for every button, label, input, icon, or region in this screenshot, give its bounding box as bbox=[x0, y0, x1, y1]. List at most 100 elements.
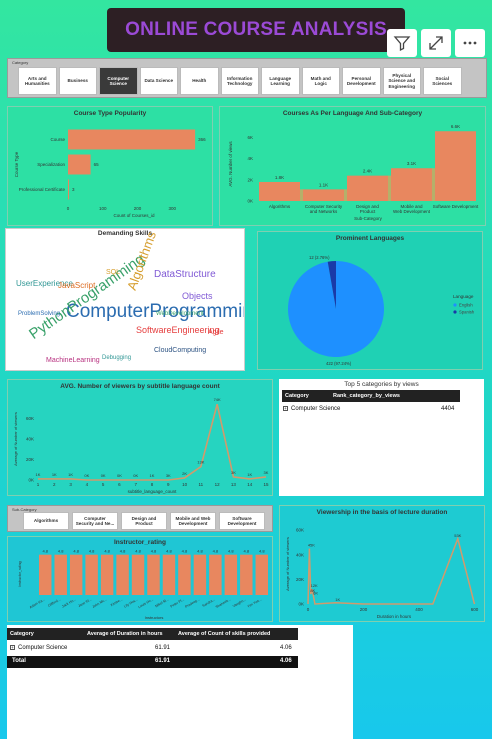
filter-button[interactable] bbox=[387, 29, 417, 57]
axis-label: Sub-Category bbox=[354, 216, 383, 221]
tick-label: Louis Ho... bbox=[138, 597, 155, 609]
category-tile[interactable]: Language Learning bbox=[261, 67, 300, 95]
bar bbox=[391, 168, 432, 201]
bar bbox=[255, 554, 268, 595]
tick-label: 12 bbox=[215, 482, 221, 487]
tick-label: 600 bbox=[471, 607, 479, 612]
tick-label: 3 bbox=[69, 482, 72, 487]
demanding-skills-wordcloud: Demanding Skills ComputerProgramming Pyth… bbox=[5, 228, 245, 371]
tick-label: 0 bbox=[307, 607, 310, 612]
filter-icon bbox=[393, 36, 411, 52]
subcategory-tile[interactable]: Design and Product bbox=[121, 512, 167, 530]
column-header[interactable]: Category bbox=[10, 631, 34, 637]
category-tile[interactable]: Business bbox=[58, 67, 97, 95]
tick-label: 300 bbox=[168, 206, 176, 211]
tick-label: 4K bbox=[247, 156, 253, 161]
table-header: Category Average of Duration in hours Av… bbox=[7, 628, 298, 640]
column-header[interactable]: Average of Duration in hours bbox=[87, 631, 163, 637]
tick-label: Software Development bbox=[433, 204, 479, 209]
bar bbox=[435, 131, 476, 201]
chart-title: AVG. Number of viewers by subtitle langu… bbox=[60, 383, 220, 390]
row-skills: 4.06 bbox=[280, 645, 292, 651]
category-tile[interactable]: Computer Science bbox=[99, 67, 138, 95]
tick-label: 6 bbox=[118, 482, 121, 487]
tick-label: Product bbox=[360, 209, 376, 214]
data-label: 4.8 bbox=[135, 549, 141, 554]
category-tile[interactable]: Health bbox=[180, 67, 219, 95]
bar bbox=[69, 554, 83, 595]
tick-label: 11 bbox=[199, 482, 204, 487]
subtitle-line-svg: 0K20K40K60K11K21K31K40K50K60K70K81K93K10… bbox=[13, 397, 269, 494]
tick-label: 5 bbox=[102, 482, 105, 487]
category-tile[interactable]: Math and Logic bbox=[301, 67, 340, 95]
series-line bbox=[307, 536, 476, 605]
word-cloud-term: CloudComputing bbox=[154, 347, 207, 354]
tick-label: John Mc... bbox=[92, 597, 108, 609]
tick-label: Jane W... bbox=[77, 597, 92, 608]
data-label: 12K bbox=[311, 583, 318, 588]
category-tile[interactable]: Physical Science and Engineering bbox=[382, 67, 421, 95]
focus-mode-button[interactable] bbox=[421, 29, 451, 57]
chart-title: Course Type Popularity bbox=[73, 110, 147, 117]
data-label: 3K bbox=[166, 473, 171, 478]
legend-marker bbox=[453, 303, 457, 307]
language-subcategory-svg: 0K 2K 4K 6K 1.8K Algorithms 1.1K Computer Secur… bbox=[228, 124, 479, 221]
subcategory-tile[interactable]: Algorithms bbox=[23, 512, 69, 530]
data-label: 74K bbox=[214, 397, 221, 402]
bar bbox=[68, 179, 70, 200]
expand-icon[interactable]: + bbox=[10, 645, 15, 650]
category-tile[interactable]: Arts and Humanities bbox=[18, 67, 57, 95]
legend-marker bbox=[453, 310, 457, 314]
category-slicer: Category Arts and Humanities Business Comp… bbox=[7, 58, 487, 98]
tick-label: Clifford... bbox=[47, 597, 61, 607]
column-header[interactable]: Category bbox=[285, 393, 309, 399]
column-header[interactable]: Average of Count of skills provided bbox=[178, 631, 271, 637]
viewership-duration-chart: Viewership in the basis of lecture durat… bbox=[279, 505, 485, 622]
row-category: Computer Science bbox=[291, 406, 341, 413]
category-tile[interactable]: Personal Development bbox=[342, 67, 381, 95]
data-label: 4.8 bbox=[42, 549, 48, 554]
expand-icon[interactable]: + bbox=[283, 406, 288, 411]
data-label: 3K bbox=[231, 470, 236, 475]
tick-label: Pradeep... bbox=[184, 597, 200, 609]
course-type-chart: Course Type Popularity Course 366 Speciali… bbox=[7, 106, 213, 226]
data-label: 4.8 bbox=[197, 549, 203, 554]
subcategory-tile[interactable]: Computer Security and Ne... bbox=[72, 512, 118, 530]
tick-label: 13 bbox=[231, 482, 237, 487]
axis-label: subtitle_language_count bbox=[128, 489, 178, 494]
word-cloud-term: JavaScript bbox=[58, 281, 96, 290]
data-label: 1.8K bbox=[275, 175, 284, 180]
word-cloud-term: UserExperience bbox=[16, 279, 73, 288]
data-label: 4.8 bbox=[120, 549, 126, 554]
data-label: 1K bbox=[335, 597, 340, 602]
data-label: 0K bbox=[133, 473, 138, 478]
tick-label: 2 bbox=[53, 482, 56, 487]
data-label: 2.4K bbox=[363, 169, 372, 174]
word-cloud-term: Agile bbox=[208, 329, 224, 336]
bar bbox=[100, 554, 114, 595]
legend-label: Spanish bbox=[459, 310, 475, 315]
tick-label: Mikel M... bbox=[154, 597, 169, 608]
tick-label: 60K bbox=[296, 528, 304, 533]
chart-title: Prominent Languages bbox=[335, 235, 405, 242]
subcategory-tile[interactable]: Mobile and Web Development bbox=[170, 512, 216, 530]
tick-label: 20K bbox=[296, 577, 304, 582]
bar bbox=[193, 554, 207, 595]
tick-label: 9 bbox=[167, 482, 170, 487]
category-tile[interactable]: Information Technology bbox=[220, 67, 259, 95]
tick-label: Vaughn... bbox=[232, 597, 247, 608]
word-cloud-term: SoftwareEngineering bbox=[136, 325, 220, 335]
data-label: 1.1K bbox=[319, 182, 328, 187]
category-tile[interactable]: Data Science bbox=[139, 67, 178, 95]
bar bbox=[39, 554, 52, 595]
data-label: 4.8 bbox=[151, 549, 157, 554]
column-header[interactable]: Rank_category_by_views bbox=[333, 393, 400, 399]
axis-label: Duration in hours bbox=[377, 614, 412, 619]
connector bbox=[432, 168, 436, 201]
more-options-button[interactable] bbox=[455, 29, 485, 57]
word-cloud-term: ProblemSolving bbox=[18, 311, 61, 317]
tick-label: Kimbe... bbox=[110, 597, 123, 607]
tick-label: 0K bbox=[28, 478, 34, 483]
category-tile[interactable]: Social Sciences bbox=[423, 67, 462, 95]
subcategory-tile[interactable]: Software Development bbox=[219, 512, 265, 530]
